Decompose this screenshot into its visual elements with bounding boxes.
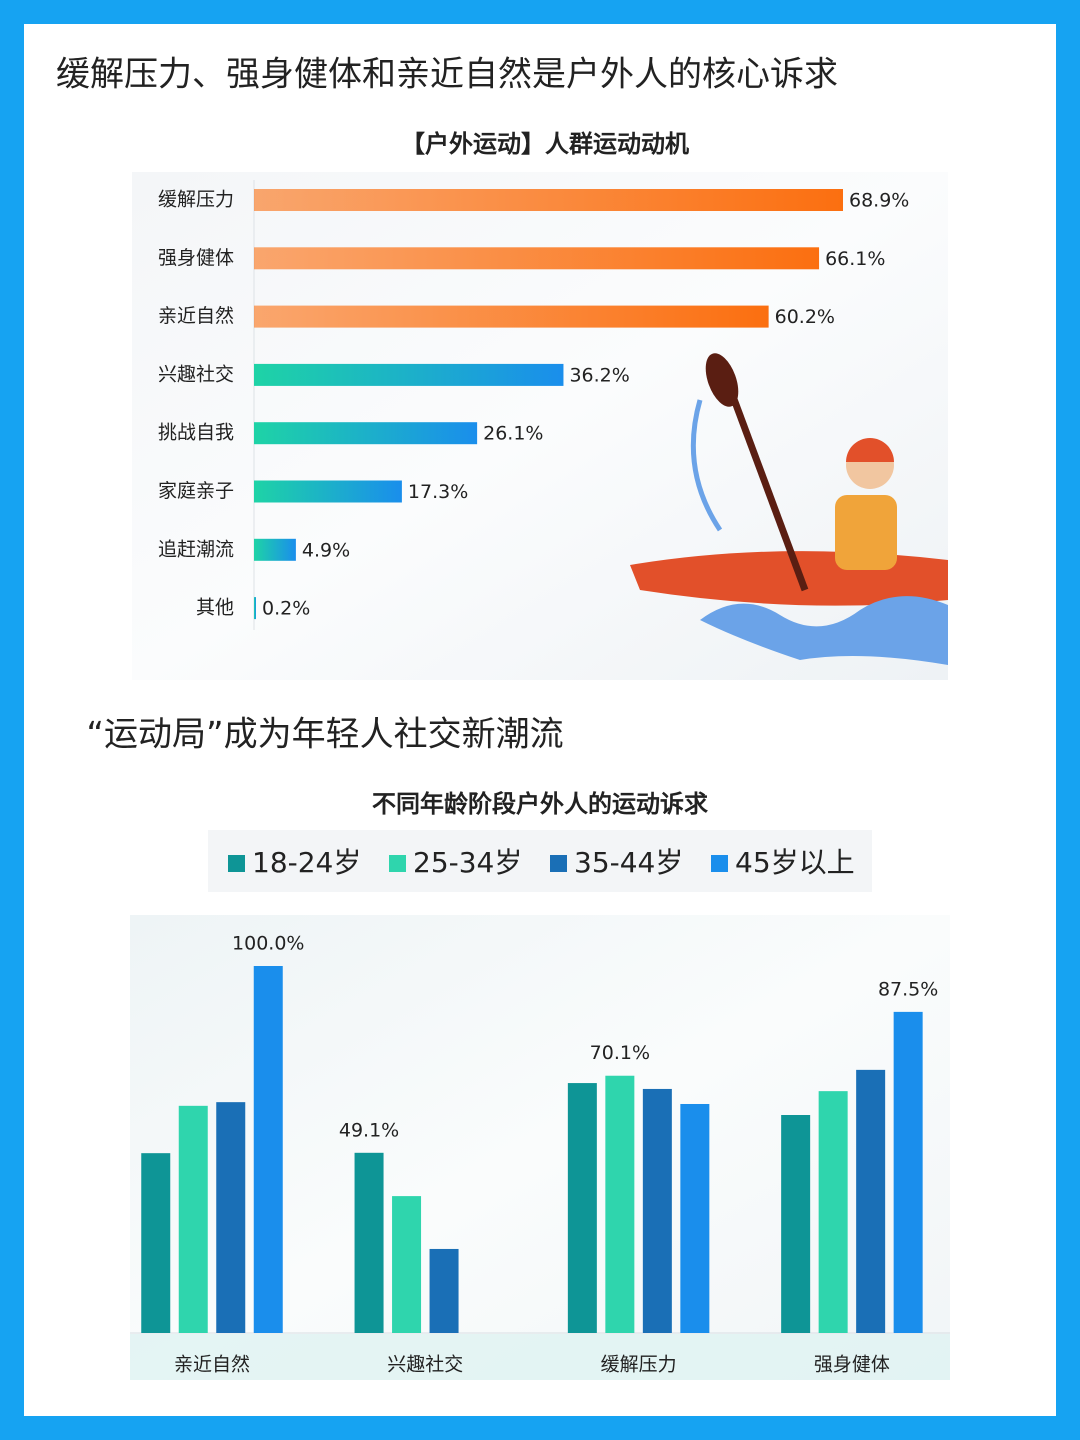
legend-swatch [550, 855, 567, 872]
bar [253, 966, 283, 1333]
bar [567, 1083, 597, 1333]
value-label: 36.2% [569, 364, 629, 386]
legend-label: 35-44岁 [574, 846, 683, 879]
bar [178, 1105, 208, 1333]
value-label: 70.1% [590, 1042, 650, 1064]
bar [893, 1011, 923, 1333]
chart-title: 【户外运动】人群运动动机 [401, 130, 689, 158]
category-label: 兴趣社交 [387, 1354, 463, 1376]
bar [216, 1102, 246, 1333]
subheadline: “运动局”成为年轻人社交新潮流 [86, 715, 563, 755]
category-label: 强身健体 [158, 247, 234, 269]
category-label: 兴趣社交 [158, 363, 234, 385]
category-label: 缓解压力 [601, 1354, 677, 1376]
chart-title: 不同年龄阶段户外人的运动诉求 [372, 790, 708, 818]
value-label: 68.9% [849, 190, 909, 212]
legend-panel [208, 830, 872, 892]
bar [254, 538, 296, 561]
value-label: 87.5% [878, 978, 938, 1000]
bar [605, 1075, 635, 1333]
category-label: 亲近自然 [158, 305, 234, 327]
category-strip [130, 1334, 950, 1380]
bar [781, 1115, 811, 1333]
value-label: 66.1% [825, 248, 885, 270]
category-label: 强身健体 [814, 1354, 890, 1376]
headline: 缓解压力、强身健体和亲近自然是户外人的核心诉求 [56, 55, 838, 95]
bar [254, 480, 402, 503]
category-label: 其他 [196, 597, 234, 619]
legend-swatch [228, 855, 245, 872]
legend-label: 18-24岁 [252, 846, 361, 879]
value-label: 0.2% [262, 598, 310, 620]
value-label: 60.2% [775, 306, 835, 328]
bar [254, 597, 256, 620]
category-label: 追赶潮流 [158, 538, 234, 560]
bar [254, 247, 820, 270]
kayak-illustration [630, 353, 948, 665]
value-label: 26.1% [483, 423, 543, 445]
bar [141, 1153, 171, 1333]
category-label: 挑战自我 [158, 422, 234, 444]
legend-label: 45岁以上 [735, 846, 855, 879]
bar [429, 1248, 459, 1333]
bar [354, 1152, 384, 1333]
value-label: 100.0% [232, 933, 304, 955]
category-label: 缓解压力 [158, 189, 234, 211]
bar [818, 1091, 848, 1333]
bar [254, 422, 478, 445]
bar [680, 1103, 710, 1333]
value-label: 49.1% [339, 1119, 399, 1141]
bar [392, 1196, 422, 1333]
legend-swatch [389, 855, 406, 872]
category-label: 亲近自然 [174, 1354, 250, 1376]
bar [856, 1069, 886, 1333]
value-label: 17.3% [408, 481, 468, 503]
value-label: 4.9% [302, 539, 350, 561]
bar [642, 1088, 672, 1333]
category-label: 家庭亲子 [158, 480, 234, 502]
legend-swatch [711, 855, 728, 872]
bar [254, 189, 843, 211]
bar [254, 363, 564, 386]
bar [254, 305, 769, 328]
legend-label: 25-34岁 [413, 846, 522, 879]
